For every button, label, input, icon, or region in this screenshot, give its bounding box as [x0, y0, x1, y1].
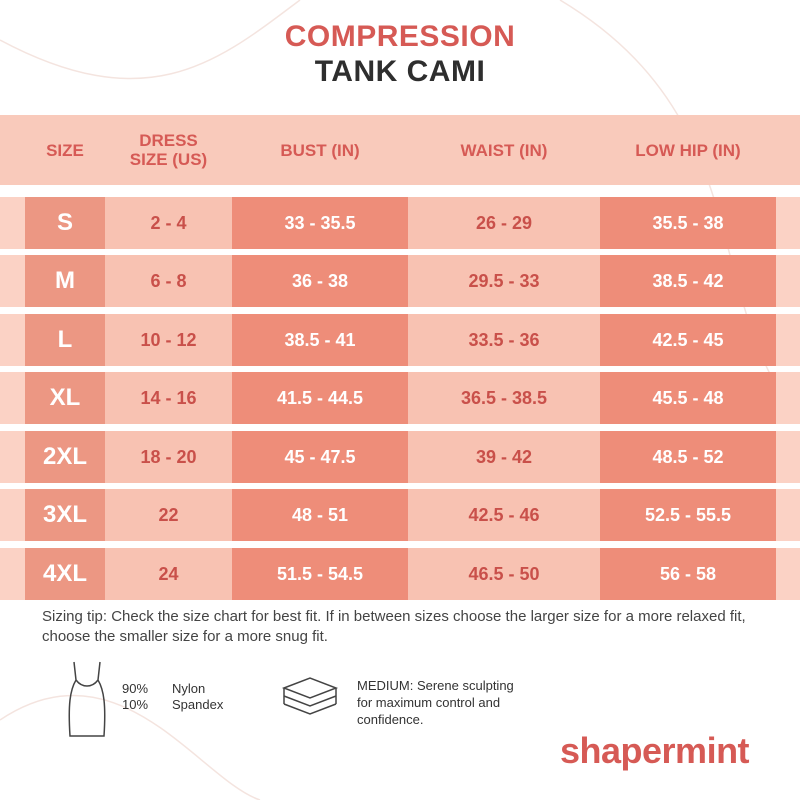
material-percent: 90% [122, 681, 149, 696]
measurement: 14 - 16 [105, 372, 232, 424]
material-row: 10% Spandex [122, 697, 223, 713]
size-label: 3XL [25, 489, 105, 541]
measurement: 10 - 12 [105, 314, 232, 366]
measurement: 52.5 - 55.5 [600, 489, 776, 541]
size-label: XL [25, 372, 105, 424]
size-label: M [25, 255, 105, 307]
measurement: 48.5 - 52 [600, 431, 776, 483]
measurement: 2 - 4 [105, 197, 232, 249]
measurement: 35.5 - 38 [600, 197, 776, 249]
materials: 90% Nylon 10% Spandex [122, 681, 223, 713]
column-header: DRESS SIZE (US) [129, 131, 208, 169]
measurement: 42.5 - 46 [408, 489, 600, 541]
measurement: 26 - 29 [408, 197, 600, 249]
material-name: Nylon [172, 681, 206, 696]
measurement: 18 - 20 [105, 431, 232, 483]
compression-level: MEDIUM: Serene sculpting for maximum con… [357, 678, 514, 727]
column-header: WAIST (IN) [460, 140, 548, 160]
measurement: 38.5 - 42 [600, 255, 776, 307]
tank-icon [68, 661, 106, 737]
measurement: 36 - 38 [232, 255, 408, 307]
material-percent: 10% [122, 697, 149, 712]
sizing-tip: Sizing tip: Check the size chart for bes… [42, 608, 746, 645]
title-line2: TANK CAMI [314, 55, 486, 88]
measurement: 24 [105, 548, 232, 600]
measurement: 33.5 - 36 [408, 314, 600, 366]
size-label: 4XL [25, 548, 105, 600]
measurement: 41.5 - 44.5 [232, 372, 408, 424]
measurement: 36.5 - 38.5 [408, 372, 600, 424]
measurement: 45.5 - 48 [600, 372, 776, 424]
measurement: 29.5 - 33 [408, 255, 600, 307]
measurement: 33 - 35.5 [232, 197, 408, 249]
column-header: BUST (IN) [280, 140, 360, 160]
measurement: 6 - 8 [105, 255, 232, 307]
measurement: 48 - 51 [232, 489, 408, 541]
measurement: 45 - 47.5 [232, 431, 408, 483]
brand-logo: shapermint [560, 730, 750, 771]
size-label: 2XL [25, 431, 105, 483]
size-label: L [25, 314, 105, 366]
fabric-icon [281, 677, 339, 715]
column-header: LOW HIP (IN) [635, 140, 741, 160]
material-row: 90% Nylon [122, 681, 223, 697]
column-header: SIZE [46, 140, 84, 160]
measurement: 51.5 - 54.5 [232, 548, 408, 600]
title-line1: COMPRESSION [284, 20, 516, 53]
material-name: Spandex [172, 697, 224, 712]
measurement: 56 - 58 [600, 548, 776, 600]
measurement: 42.5 - 45 [600, 314, 776, 366]
measurement: 38.5 - 41 [232, 314, 408, 366]
size-label: S [25, 197, 105, 249]
measurement: 22 [105, 489, 232, 541]
measurement: 39 - 42 [408, 431, 600, 483]
header-band [0, 115, 800, 185]
measurement: 46.5 - 50 [408, 548, 600, 600]
